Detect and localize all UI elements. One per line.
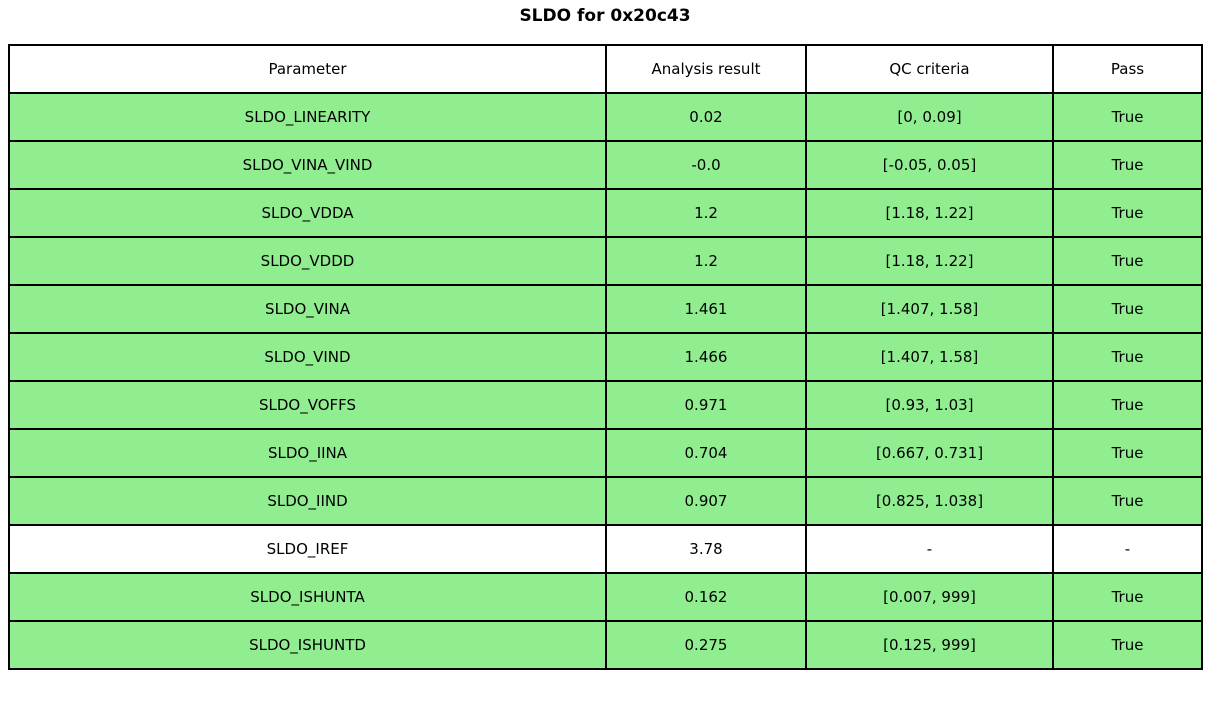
qc-table-body: SLDO_LINEARITY 0.02 [0, 0.09] True SLDO_VINA… (8, 92, 1203, 670)
parameter-cell: SLDO_VIND (8, 332, 607, 382)
analysis-result-cell: -0.0 (605, 140, 807, 190)
qc-criteria-cell: [0.007, 999] (805, 572, 1054, 622)
qc-criteria-cell: [-0.05, 0.05] (805, 140, 1054, 190)
qc-criteria-cell: [1.18, 1.22] (805, 236, 1054, 286)
qc-results-table: Parameter Analysis result QC criteria Pa… (8, 44, 1203, 670)
column-header-analysis-result: Analysis result (605, 44, 807, 94)
table-row: SLDO_ISHUNTA 0.162 [0.007, 999] True (8, 572, 1203, 622)
table-row: SLDO_VIND 1.466 [1.407, 1.58] True (8, 332, 1203, 382)
qc-criteria-cell: [1.18, 1.22] (805, 188, 1054, 238)
parameter-cell: SLDO_VDDD (8, 236, 607, 286)
pass-cell: True (1052, 428, 1203, 478)
table-row: SLDO_IIND 0.907 [0.825, 1.038] True (8, 476, 1203, 526)
table-header-row: Parameter Analysis result QC criteria Pa… (8, 44, 1203, 94)
analysis-result-cell: 0.907 (605, 476, 807, 526)
table-row: SLDO_VDDD 1.2 [1.18, 1.22] True (8, 236, 1203, 286)
qc-criteria-cell: [1.407, 1.58] (805, 332, 1054, 382)
parameter-cell: SLDO_LINEARITY (8, 92, 607, 142)
parameter-cell: SLDO_ISHUNTD (8, 620, 607, 670)
table-row: SLDO_IINA 0.704 [0.667, 0.731] True (8, 428, 1203, 478)
qc-criteria-cell: - (805, 524, 1054, 574)
table-row: SLDO_VINA 1.461 [1.407, 1.58] True (8, 284, 1203, 334)
pass-cell: True (1052, 284, 1203, 334)
qc-criteria-cell: [0.125, 999] (805, 620, 1054, 670)
pass-cell: True (1052, 140, 1203, 190)
pass-cell: True (1052, 572, 1203, 622)
analysis-result-cell: 1.466 (605, 332, 807, 382)
parameter-cell: SLDO_VINA_VIND (8, 140, 607, 190)
analysis-result-cell: 1.2 (605, 188, 807, 238)
analysis-result-cell: 1.2 (605, 236, 807, 286)
page-title: SLDO for 0x20c43 (519, 6, 691, 26)
table-row: SLDO_VINA_VIND -0.0 [-0.05, 0.05] True (8, 140, 1203, 190)
qc-criteria-cell: [1.407, 1.58] (805, 284, 1054, 334)
column-header-pass: Pass (1052, 44, 1203, 94)
parameter-cell: SLDO_ISHUNTA (8, 572, 607, 622)
parameter-cell: SLDO_IINA (8, 428, 607, 478)
pass-cell: True (1052, 380, 1203, 430)
qc-criteria-cell: [0.825, 1.038] (805, 476, 1054, 526)
parameter-cell: SLDO_IREF (8, 524, 607, 574)
analysis-result-cell: 0.704 (605, 428, 807, 478)
column-header-parameter: Parameter (8, 44, 607, 94)
table-row: SLDO_LINEARITY 0.02 [0, 0.09] True (8, 92, 1203, 142)
analysis-result-cell: 1.461 (605, 284, 807, 334)
column-header-qc-criteria: QC criteria (805, 44, 1054, 94)
parameter-cell: SLDO_IIND (8, 476, 607, 526)
pass-cell: True (1052, 188, 1203, 238)
analysis-result-cell: 0.162 (605, 572, 807, 622)
analysis-result-cell: 0.275 (605, 620, 807, 670)
parameter-cell: SLDO_VOFFS (8, 380, 607, 430)
analysis-result-cell: 3.78 (605, 524, 807, 574)
analysis-result-cell: 0.02 (605, 92, 807, 142)
pass-cell: True (1052, 236, 1203, 286)
pass-cell: True (1052, 476, 1203, 526)
pass-cell: True (1052, 620, 1203, 670)
qc-criteria-cell: [0.93, 1.03] (805, 380, 1054, 430)
table-row: SLDO_ISHUNTD 0.275 [0.125, 999] True (8, 620, 1203, 670)
table-row: SLDO_VDDA 1.2 [1.18, 1.22] True (8, 188, 1203, 238)
pass-cell: True (1052, 92, 1203, 142)
pass-cell: - (1052, 524, 1203, 574)
table-row: SLDO_IREF 3.78- - (8, 524, 1203, 574)
analysis-result-cell: 0.971 (605, 380, 807, 430)
parameter-cell: SLDO_VDDA (8, 188, 607, 238)
pass-cell: True (1052, 332, 1203, 382)
qc-criteria-cell: [0, 0.09] (805, 92, 1054, 142)
qc-criteria-cell: [0.667, 0.731] (805, 428, 1054, 478)
table-row: SLDO_VOFFS 0.971 [0.93, 1.03] True (8, 380, 1203, 430)
parameter-cell: SLDO_VINA (8, 284, 607, 334)
